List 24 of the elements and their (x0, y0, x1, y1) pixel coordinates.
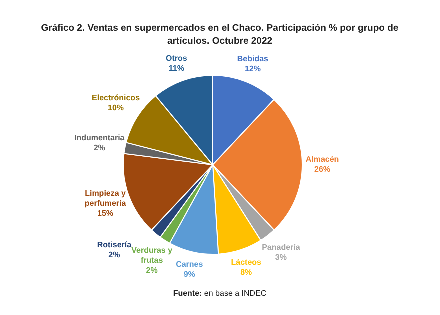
data-label: 2% (108, 250, 120, 260)
data-label: 11% (168, 64, 184, 74)
data-label: 9% (184, 270, 196, 279)
slice-label: Panadería (262, 243, 301, 252)
data-label: 8% (240, 268, 252, 277)
slice-label: Verduras y frutas (132, 246, 174, 266)
data-label: 2% (94, 144, 106, 153)
slice-label: Indumentaria (74, 134, 126, 143)
data-label: 2% (146, 266, 158, 276)
slice-label: Limpieza y perfumería (84, 188, 127, 208)
data-label: 26% (314, 165, 331, 174)
source-note: Fuente: en base a INDEC (172, 289, 268, 298)
slice-label: Bebidas (237, 54, 270, 64)
data-label: 15% (98, 208, 114, 218)
slice-label: Rotisería (97, 240, 132, 250)
slice-label: Carnes (176, 260, 204, 269)
data-label: 12% (244, 64, 261, 74)
slice-label: Almacén (306, 155, 340, 164)
chart-title: Gráfico 2. Ventas en supermercados en el Chaco. Participación % por grupo de artículos. Octubre 2022 (40, 22, 400, 48)
data-label: 3% (275, 253, 287, 262)
data-label: 10% (108, 104, 124, 113)
slice-label: Otros (166, 54, 188, 64)
slice-label: Electrónicos (92, 94, 141, 103)
slice-label: Lácteos (231, 258, 262, 267)
